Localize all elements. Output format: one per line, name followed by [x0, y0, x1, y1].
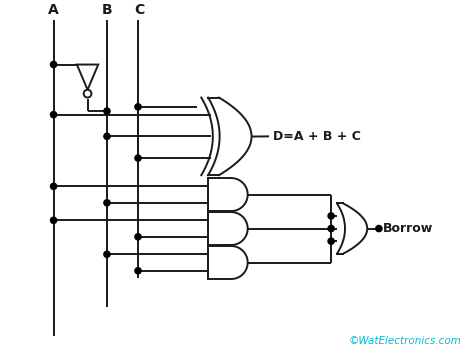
- Circle shape: [51, 183, 57, 190]
- Circle shape: [104, 200, 110, 206]
- Circle shape: [135, 268, 141, 274]
- Circle shape: [51, 112, 57, 118]
- Text: B: B: [101, 3, 112, 17]
- Circle shape: [328, 238, 334, 244]
- Circle shape: [135, 104, 141, 110]
- Circle shape: [104, 108, 110, 114]
- Circle shape: [135, 155, 141, 161]
- Circle shape: [51, 217, 57, 223]
- Text: ©WatElectronics.com: ©WatElectronics.com: [348, 336, 461, 346]
- Circle shape: [328, 213, 334, 219]
- Text: D=A + B + C: D=A + B + C: [273, 130, 361, 143]
- Circle shape: [104, 133, 110, 139]
- Circle shape: [328, 225, 334, 232]
- Circle shape: [135, 234, 141, 240]
- Circle shape: [376, 225, 382, 232]
- Circle shape: [51, 61, 57, 67]
- Text: C: C: [134, 3, 144, 17]
- Circle shape: [104, 251, 110, 257]
- Text: Borrow: Borrow: [383, 222, 433, 235]
- Text: A: A: [48, 3, 59, 17]
